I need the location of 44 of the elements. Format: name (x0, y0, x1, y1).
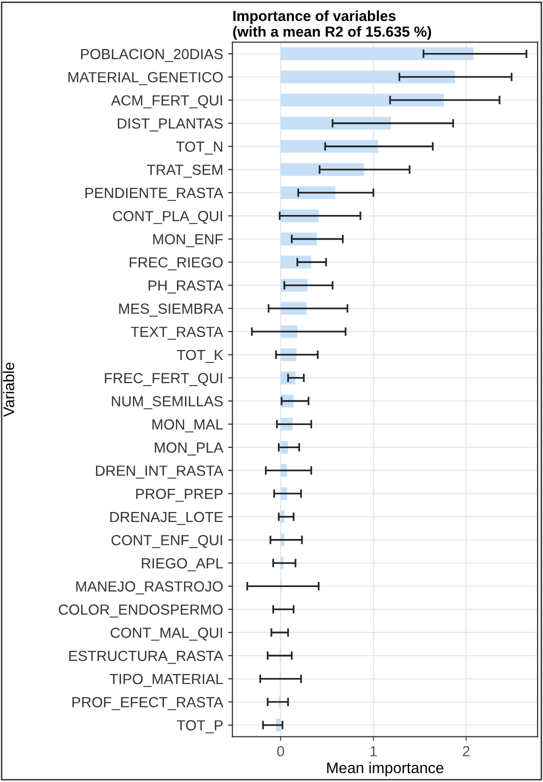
y-axis-title: Variable (3, 362, 14, 417)
y-tick-label: DIST_PLANTAS (118, 118, 223, 132)
bar (280, 163, 364, 176)
y-tick-label: DRENAJE_LOTE (110, 512, 223, 525)
y-tick-label: FREC_FERT_QUI (104, 372, 222, 386)
y-tick-label: COLOR_ENDOSPERMO (58, 604, 223, 618)
y-tick-label: RIEGO_APL (142, 558, 223, 572)
y-tick-label: PROF_EFECT_RASTA (72, 697, 224, 710)
x-tick-label: 0 (277, 746, 284, 756)
y-tick-label: MANEJO_RASTROJO (76, 581, 223, 594)
y-tick-label: TOT_K (176, 350, 224, 363)
x-tick-label: 1 (370, 746, 377, 756)
y-tick-label: FREC_RIEGO (130, 257, 223, 270)
y-tick-label: CONT_ENF_QUI (111, 534, 222, 548)
y-tick-label: TOT_N (176, 141, 222, 155)
chart-title: Importance of variables (with a mean R2 of 15.635 %) (233, 10, 432, 40)
y-tick-label: PROF_PREP (136, 488, 223, 502)
y-tick-label: TRAT_SEM (146, 164, 222, 178)
bar (280, 116, 392, 130)
bar (280, 70, 456, 84)
bar (280, 140, 378, 153)
y-tick-label: MATERIAL_GENETICO (68, 72, 223, 86)
x-tick-label: 2 (462, 746, 470, 756)
x-axis-title: Mean importance (327, 762, 444, 776)
y-tick-label: POBLACION_20DIAS (81, 48, 223, 62)
y-tick-label: NUM_SEMILLAS (112, 396, 223, 410)
bar (280, 47, 474, 60)
y-tick-label: ESTRUCTURA_RASTA (69, 650, 224, 664)
y-tick-label: ACM_FERT_QUI (111, 95, 222, 108)
y-tick-label: TOT_P (176, 720, 223, 734)
y-tick-label: PENDIENTE_RASTA (85, 188, 224, 201)
y-tick-label: CONT_PLA_QUI (113, 210, 222, 224)
y-tick-label: TEXT_RASTA (130, 326, 224, 340)
y-tick-label: MON_PLA (154, 442, 224, 456)
y-tick-label: CONT_MAL_QUI (110, 628, 222, 641)
bar (280, 186, 336, 200)
y-tick-label: PH_RASTA (148, 280, 224, 294)
y-tick-label: DREN_INT_RASTA (96, 466, 224, 479)
bar (280, 256, 312, 268)
y-tick-label: MON_ENF (153, 234, 223, 248)
y-tick-label: TIPO_MATERIAL (110, 674, 223, 687)
y-tick-label: MON_MAL (152, 419, 223, 432)
bar (280, 94, 444, 106)
y-tick-label: MES_SIEMBRA (119, 304, 224, 317)
